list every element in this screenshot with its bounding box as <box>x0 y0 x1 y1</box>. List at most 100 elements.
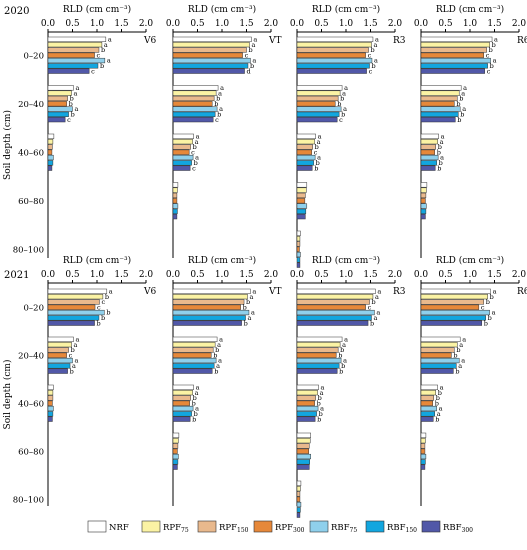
significance-letter: a <box>440 138 444 146</box>
bar-nrf <box>172 336 218 342</box>
legend-swatch-rbf150 <box>365 520 385 533</box>
bar-rpf300 <box>47 149 53 155</box>
significance-letter: b <box>101 46 105 54</box>
significance-letter: b <box>214 100 218 108</box>
significance-letter: b <box>192 399 196 407</box>
bar-rpf150 <box>47 47 100 53</box>
bar-rbf75 <box>296 309 375 316</box>
bar-nrf <box>296 230 301 236</box>
bar-rpf75 <box>172 438 179 444</box>
x-tick-label: 2.0 <box>139 270 154 280</box>
bar-rpf150 <box>47 144 53 150</box>
significance-letter: b <box>97 319 101 327</box>
depth-label: 80–100 <box>13 246 44 256</box>
significance-letter: b <box>319 410 323 418</box>
significance-letter: b <box>486 298 490 306</box>
significance-letter: b <box>338 351 342 359</box>
x-tick-label: 1.5 <box>114 270 129 280</box>
legend-swatch-rpf75 <box>141 520 161 533</box>
significance-letter: b <box>437 148 441 156</box>
x-tick-label: 2.0 <box>512 270 527 280</box>
bar-rpf150 <box>296 192 306 199</box>
bar-rpf300 <box>420 101 455 107</box>
significance-letter: a <box>107 57 111 65</box>
stage-label: R3 <box>393 287 406 297</box>
significance-letter: a <box>195 405 199 413</box>
bar-rpf300 <box>172 448 178 454</box>
significance-letter: a <box>195 154 199 162</box>
bar-nrf <box>296 133 316 139</box>
bar-rbf300 <box>420 117 456 123</box>
significance-letter: a <box>75 84 79 92</box>
x-axis-title: RLD (cm cm⁻³) <box>312 4 380 15</box>
significance-letter: c <box>215 116 219 124</box>
bar-rbf150 <box>296 459 310 465</box>
significance-letter: a <box>249 293 253 301</box>
y-axis-title: Soil depth (cm) <box>2 110 13 180</box>
bar-rbf75 <box>172 57 251 64</box>
significance-letter: b <box>460 111 464 119</box>
bar-rbf150 <box>47 411 54 417</box>
bar-nrf <box>172 85 219 91</box>
bar-rbf75 <box>296 405 319 412</box>
significance-letter: b <box>370 319 374 327</box>
stage-label: R3 <box>393 36 406 46</box>
significance-letter: a <box>216 362 220 370</box>
bar-rbf75 <box>420 309 490 316</box>
significance-letter: a <box>75 357 79 365</box>
x-tick-label: 1.0 <box>463 270 478 280</box>
significance-letter: b <box>492 41 496 49</box>
bar-nrf <box>47 36 107 42</box>
bar-rbf300 <box>296 165 313 171</box>
bar-nrf <box>420 85 462 91</box>
bar-nrf <box>296 36 374 42</box>
x-tick-label: 0.5 <box>65 19 80 29</box>
significance-letter: b <box>436 394 440 402</box>
stage-label: VT <box>268 287 282 297</box>
bar-rbf300 <box>172 165 191 171</box>
significance-letter: b <box>435 399 439 407</box>
bar-rbf300 <box>296 368 338 374</box>
depth-label: 20–40 <box>18 100 44 110</box>
significance-letter: c <box>368 303 372 311</box>
bar-rbf150 <box>296 111 340 117</box>
x-tick-label: 0.5 <box>314 19 329 29</box>
significance-letter: b <box>339 367 343 375</box>
significance-letter: a <box>492 309 496 317</box>
bar-rpf300 <box>172 400 190 406</box>
x-axis-title: RLD (cm cm⁻³) <box>63 4 131 15</box>
bar-rpf75 <box>172 90 217 96</box>
stage-label: R6 <box>517 36 527 46</box>
significance-letter: b <box>192 415 196 423</box>
significance-letter: b <box>213 351 217 359</box>
bar-rpf150 <box>296 347 339 353</box>
x-tick-label: 1.0 <box>339 19 354 29</box>
bar-rbf75 <box>296 357 342 364</box>
significance-letter: b <box>341 362 345 370</box>
bar-rpf150 <box>420 443 426 449</box>
bar-rpf300 <box>420 304 480 310</box>
bar-rpf75 <box>296 139 315 145</box>
bar-rpf150 <box>172 95 215 102</box>
bar-rpf75 <box>296 486 301 492</box>
bar-rbf75 <box>296 154 316 161</box>
bar-rbf300 <box>296 464 310 470</box>
significance-letter: b <box>100 62 104 70</box>
x-tick-label: 1.0 <box>90 270 105 280</box>
bar-rpf300 <box>296 304 366 310</box>
significance-letter: a <box>375 36 379 44</box>
significance-letter: c <box>481 303 485 311</box>
x-tick-label: 0.0 <box>166 19 181 29</box>
bar-rbf150 <box>47 63 99 69</box>
bar-nrf <box>172 36 252 42</box>
significance-letter: b <box>438 389 442 397</box>
x-tick-label: 0.0 <box>414 19 429 29</box>
legend-swatch-rbf75 <box>309 520 329 533</box>
significance-letter: b <box>340 346 344 354</box>
significance-letter: b <box>314 164 318 172</box>
bar-rpf300 <box>47 52 95 58</box>
legend-label-rpf150: RPF150 <box>219 523 249 534</box>
bar-rpf300 <box>420 400 434 406</box>
bar-rpf300 <box>172 198 178 204</box>
